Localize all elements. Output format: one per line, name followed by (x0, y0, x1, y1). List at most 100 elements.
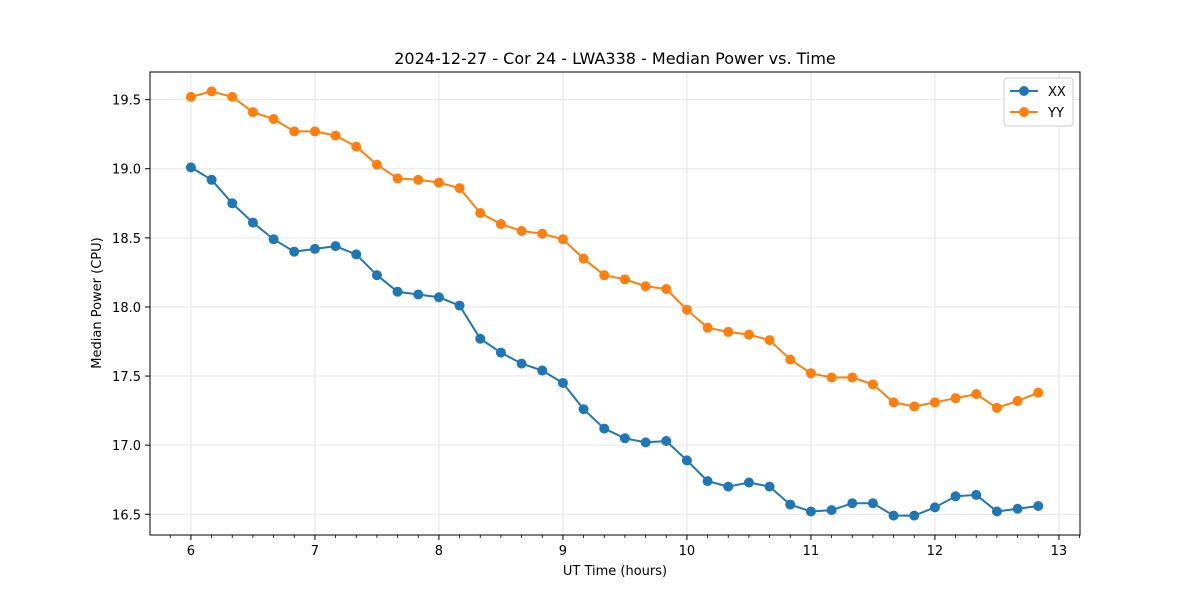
series-layer (185, 86, 1044, 521)
data-point-xx (723, 481, 734, 492)
data-point-xx (1033, 500, 1044, 511)
legend-label-yy: YY (1047, 106, 1064, 121)
data-point-xx (681, 455, 692, 466)
y-tick-label: 19.5 (112, 94, 141, 109)
data-point-yy (1033, 387, 1044, 398)
data-point-xx (826, 505, 837, 516)
data-point-yy (971, 389, 982, 400)
data-point-xx (991, 506, 1002, 517)
data-point-yy (805, 368, 816, 379)
data-point-xx (516, 358, 527, 369)
y-tick-label: 16.5 (112, 508, 141, 523)
data-point-xx (785, 499, 796, 510)
data-point-yy (247, 107, 258, 118)
y-tick-label: 19.0 (112, 163, 141, 178)
data-point-xx (1012, 503, 1023, 514)
data-point-xx (764, 481, 775, 492)
data-point-yy (764, 335, 775, 346)
x-tick-label: 7 (311, 544, 319, 559)
data-point-xx (351, 249, 362, 260)
data-point-yy (1012, 395, 1023, 406)
y-axis-label: Median Power (CPU) (90, 237, 105, 368)
y-tick-label: 18.5 (112, 232, 141, 247)
data-point-xx (392, 286, 403, 297)
data-point-yy (392, 173, 403, 184)
x-tick-label: 11 (803, 544, 820, 559)
data-point-xx (537, 365, 548, 376)
data-point-yy (433, 177, 444, 188)
data-point-xx (661, 436, 672, 447)
data-point-xx (950, 491, 961, 502)
data-point-yy (185, 91, 196, 102)
data-point-xx (495, 347, 506, 358)
data-point-xx (185, 162, 196, 173)
data-point-yy (227, 91, 238, 102)
data-point-xx (247, 217, 258, 228)
y-tick-label: 17.5 (112, 370, 141, 385)
data-point-yy (289, 126, 300, 137)
y-tick-label: 18.0 (112, 301, 141, 316)
grid (150, 72, 1080, 535)
axis-ticks: 6 7 8 9 10 11 12 13 16.5 17.0 17.5 18.0 18.5 19.0 19.5 (112, 94, 1080, 559)
x-tick-label: 10 (679, 544, 696, 559)
data-point-yy (785, 354, 796, 365)
data-point-yy (847, 372, 858, 383)
data-point-xx (309, 243, 320, 254)
data-point-yy (640, 281, 651, 292)
chart-title: 2024-12-27 - Cor 24 - LWA338 - Median Po… (394, 49, 836, 68)
x-axis-label: UT Time (hours) (563, 564, 667, 579)
data-point-xx (557, 377, 568, 388)
data-point-xx (289, 246, 300, 257)
data-point-yy (950, 393, 961, 404)
x-tick-label: 13 (1051, 544, 1068, 559)
data-point-xx (433, 292, 444, 303)
data-point-yy (929, 397, 940, 408)
data-point-yy (309, 126, 320, 137)
data-point-xx (929, 502, 940, 513)
data-point-yy (351, 141, 362, 152)
data-point-yy (723, 326, 734, 337)
data-point-yy (413, 174, 424, 185)
data-point-xx (847, 498, 858, 509)
data-point-yy (826, 372, 837, 383)
data-point-xx (206, 174, 217, 185)
data-point-yy (599, 270, 610, 281)
data-point-yy (454, 183, 465, 194)
legend: XX YY (1003, 77, 1074, 127)
data-point-xx (330, 241, 341, 252)
data-point-yy (206, 86, 217, 97)
data-point-xx (971, 489, 982, 500)
data-point-xx (867, 498, 878, 509)
x-tick-label: 12 (927, 544, 944, 559)
data-point-xx (640, 437, 651, 448)
data-point-xx (888, 510, 899, 521)
y-tick-label: 17.0 (112, 439, 141, 454)
data-point-xx (909, 510, 920, 521)
data-point-yy (909, 401, 920, 412)
x-tick-label: 6 (187, 544, 195, 559)
data-point-xx (475, 333, 486, 344)
x-tick-label: 8 (435, 544, 443, 559)
legend-marker-yy (1019, 107, 1029, 117)
data-point-yy (867, 379, 878, 390)
plot-frame (149, 71, 1081, 536)
data-point-yy (330, 130, 341, 141)
legend-label-xx: XX (1048, 85, 1066, 100)
data-point-yy (495, 219, 506, 230)
data-point-yy (702, 322, 713, 333)
data-point-yy (991, 402, 1002, 413)
data-point-yy (681, 304, 692, 315)
data-point-xx (413, 289, 424, 300)
data-point-yy (743, 329, 754, 340)
data-point-yy (371, 159, 382, 170)
data-point-yy (268, 113, 279, 124)
data-point-xx (619, 433, 630, 444)
data-point-xx (805, 506, 816, 517)
data-point-xx (599, 423, 610, 434)
data-point-xx (743, 477, 754, 488)
data-point-xx (702, 476, 713, 487)
data-point-yy (619, 274, 630, 285)
data-point-xx (268, 234, 279, 245)
data-point-yy (516, 225, 527, 236)
